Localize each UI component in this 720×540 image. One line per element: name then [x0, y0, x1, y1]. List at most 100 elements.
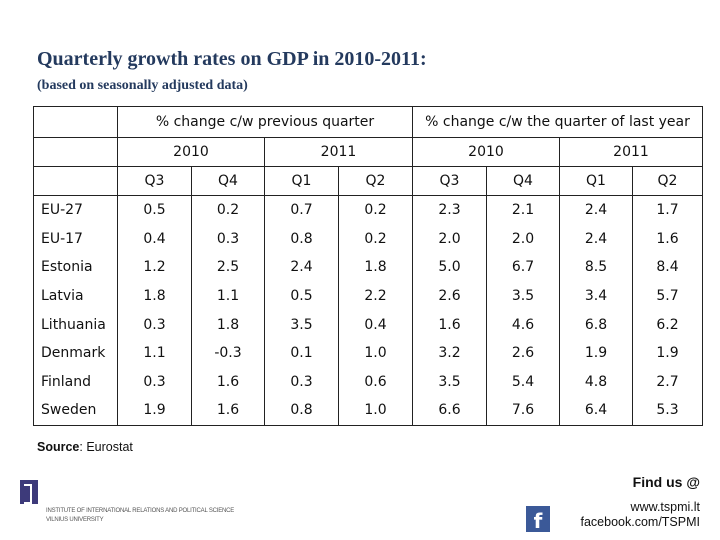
value-cell: 0.5 [117, 195, 192, 225]
institute-line-1: INSTITUTE OF INTERNATIONAL RELATIONS AND… [46, 508, 235, 514]
value-cell: 1.1 [191, 281, 265, 311]
value-cell: 2.5 [191, 252, 265, 282]
quarter-header: Q2 [338, 166, 413, 196]
source-text: : Eurostat [79, 440, 133, 454]
value-cell: 7.6 [486, 396, 560, 426]
quarter-header: Q3 [117, 166, 192, 196]
value-cell: 2.6 [486, 338, 560, 368]
find-us-label: Find us @ [632, 474, 700, 490]
value-cell: 6.8 [559, 310, 633, 339]
value-cell: 0.3 [191, 224, 265, 253]
year-header: 2010 [412, 137, 560, 167]
value-cell: -0.3 [191, 338, 265, 368]
value-cell: 1.8 [191, 310, 265, 339]
value-cell: 1.6 [632, 224, 703, 253]
facebook-icon[interactable]: f [526, 506, 550, 533]
quarter-header: Q4 [486, 166, 560, 196]
group-header-previous-quarter: % change c/w previous quarter [117, 106, 413, 138]
country-cell: EU-17 [33, 224, 118, 253]
value-cell: 0.3 [117, 367, 192, 397]
value-cell: 1.6 [412, 310, 487, 339]
empty-header-cell [33, 166, 118, 196]
empty-header-cell [33, 106, 118, 138]
value-cell: 6.4 [559, 396, 633, 426]
website-link[interactable]: www.tspmi.lt [630, 500, 700, 514]
year-header: 2011 [559, 137, 703, 167]
value-cell: 2.3 [412, 195, 487, 225]
year-header: 2011 [264, 137, 413, 167]
value-cell: 0.3 [264, 367, 339, 397]
quarter-header: Q2 [632, 166, 703, 196]
source-note: Source: Eurostat [37, 440, 133, 454]
value-cell: 1.0 [338, 396, 413, 426]
value-cell: 1.9 [632, 338, 703, 368]
value-cell: 1.7 [632, 195, 703, 225]
source-label: Source [37, 440, 80, 454]
value-cell: 5.7 [632, 281, 703, 311]
country-cell: Estonia [33, 252, 118, 282]
value-cell: 2.4 [559, 195, 633, 225]
value-cell: 0.1 [264, 338, 339, 368]
value-cell: 1.9 [559, 338, 633, 368]
value-cell: 1.0 [338, 338, 413, 368]
table-row: Denmark 1.1 -0.3 0.1 1.0 3.2 2.6 1.9 1.9 [33, 338, 703, 368]
country-cell: Sweden [33, 396, 118, 426]
value-cell: 2.4 [264, 252, 339, 282]
value-cell: 1.1 [117, 338, 192, 368]
quarter-header: Q3 [412, 166, 487, 196]
footer-links: www.tspmi.lt facebook.com/TSPMI [581, 500, 701, 530]
value-cell: 0.2 [191, 195, 265, 225]
value-cell: 5.0 [412, 252, 487, 282]
institute-logo-icon [20, 480, 38, 504]
value-cell: 0.2 [338, 195, 413, 225]
table-row: Latvia 1.8 1.1 0.5 2.2 2.6 3.5 3.4 5.7 [33, 281, 703, 311]
value-cell: 0.8 [264, 224, 339, 253]
value-cell: 8.4 [632, 252, 703, 282]
value-cell: 0.2 [338, 224, 413, 253]
facebook-link[interactable]: facebook.com/TSPMI [580, 515, 701, 529]
table-row: Estonia 1.2 2.5 2.4 1.8 5.0 6.7 8.5 8.4 [33, 252, 703, 282]
value-cell: 4.6 [486, 310, 560, 339]
country-cell: Latvia [33, 281, 118, 311]
value-cell: 3.5 [264, 310, 339, 339]
value-cell: 6.2 [632, 310, 703, 339]
value-cell: 4.8 [559, 367, 633, 397]
value-cell: 8.5 [559, 252, 633, 282]
value-cell: 3.4 [559, 281, 633, 311]
value-cell: 2.2 [338, 281, 413, 311]
value-cell: 2.1 [486, 195, 560, 225]
country-cell: Finland [33, 367, 118, 397]
institute-name: INSTITUTE OF INTERNATIONAL RELATIONS AND… [46, 507, 234, 525]
quarter-header: Q4 [191, 166, 265, 196]
value-cell: 1.9 [117, 396, 192, 426]
value-cell: 1.2 [117, 252, 192, 282]
table-row: EU-27 0.5 0.2 0.7 0.2 2.3 2.1 2.4 1.7 [33, 195, 703, 225]
gdp-growth-table: % change c/w previous quarter % change c… [33, 106, 703, 426]
value-cell: 6.6 [412, 396, 487, 426]
value-cell: 1.8 [338, 252, 413, 282]
value-cell: 0.4 [338, 310, 413, 339]
value-cell: 2.7 [632, 367, 703, 397]
value-cell: 3.2 [412, 338, 487, 368]
value-cell: 2.0 [486, 224, 560, 253]
value-cell: 1.8 [117, 281, 192, 311]
value-cell: 3.5 [412, 367, 487, 397]
empty-header-cell [33, 137, 118, 167]
year-header: 2010 [117, 137, 265, 167]
value-cell: 1.6 [191, 367, 265, 397]
country-cell: Lithuania [33, 310, 118, 339]
page-subtitle: (based on seasonally adjusted data) [37, 78, 248, 93]
table-row: Finland 0.3 1.6 0.3 0.6 3.5 5.4 4.8 2.7 [33, 367, 703, 397]
table-row: EU-17 0.4 0.3 0.8 0.2 2.0 2.0 2.4 1.6 [33, 224, 703, 253]
quarter-header: Q1 [559, 166, 633, 196]
value-cell: 0.5 [264, 281, 339, 311]
country-cell: EU-27 [33, 195, 118, 225]
value-cell: 2.4 [559, 224, 633, 253]
table-row: Lithuania 0.3 1.8 3.5 0.4 1.6 4.6 6.8 6.2 [33, 310, 703, 339]
value-cell: 0.6 [338, 367, 413, 397]
value-cell: 2.0 [412, 224, 487, 253]
value-cell: 3.5 [486, 281, 560, 311]
value-cell: 0.8 [264, 396, 339, 426]
value-cell: 6.7 [486, 252, 560, 282]
quarter-header: Q1 [264, 166, 339, 196]
